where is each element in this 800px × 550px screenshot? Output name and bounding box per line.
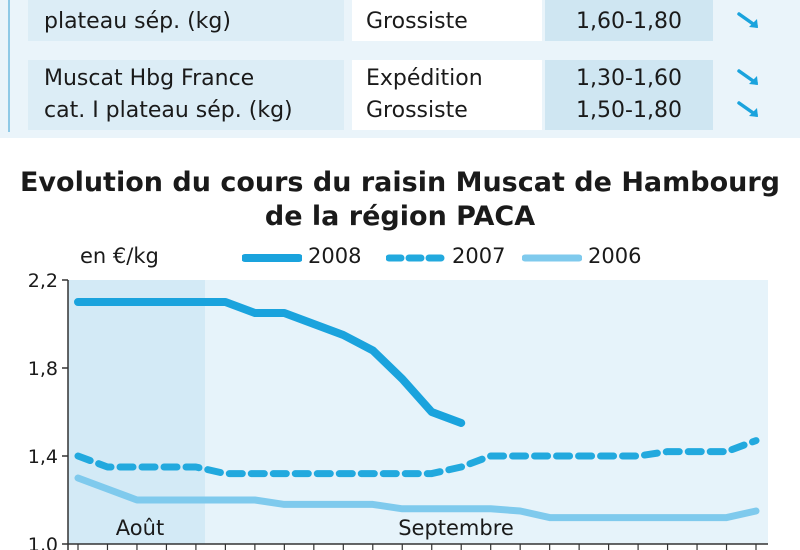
- price-chart: Evolution du cours du raisin Muscat de H…: [0, 152, 800, 550]
- legend-label: 2006: [588, 244, 642, 268]
- stage-cell: Expédition Grossiste: [352, 60, 542, 130]
- price-line: 1,60-1,80: [576, 9, 682, 34]
- price-line: 1,30-1,60: [576, 66, 682, 91]
- legend-swatch-solid-icon: [242, 254, 302, 262]
- product-cell: plateau sép. (kg): [28, 0, 344, 41]
- legend-swatch-dashed-icon: [386, 254, 446, 262]
- x-period-label: Août: [116, 516, 164, 540]
- stage-line: Grossiste: [366, 98, 468, 123]
- product-line: cat. I plateau sép. (kg): [44, 98, 293, 123]
- table-row: plateau sép. (kg) Grossiste 1,60-1,80: [0, 0, 800, 41]
- price-line: 1,50-1,80: [576, 98, 682, 123]
- product-line: Muscat Hbg France: [44, 66, 255, 91]
- trend-down-icon: [718, 95, 800, 127]
- trend-cell: [718, 60, 800, 130]
- table-left-border: [8, 0, 10, 132]
- chart-title-line-1: Evolution du cours du raisin Muscat de H…: [19, 167, 781, 198]
- price-table: plateau sép. (kg) Grossiste 1,60-1,80 Mu…: [0, 0, 800, 138]
- y-axis-unit-label: en €/kg: [80, 244, 159, 268]
- chart-title-line-2: de la région PACA: [264, 201, 536, 232]
- legend-label: 2007: [452, 244, 506, 268]
- trend-cell: [718, 0, 800, 41]
- y-tick-label: 1,0: [28, 534, 58, 550]
- stage-line: Expédition: [366, 66, 483, 91]
- legend-swatch-light-icon: [522, 254, 582, 262]
- series-line-2008: [74, 298, 466, 427]
- y-tick-label: 1,4: [28, 446, 58, 468]
- x-period-label: Septembre: [398, 516, 514, 540]
- stage-line: Grossiste: [366, 9, 468, 34]
- y-tick-label: 2,2: [28, 270, 58, 292]
- series-line-2006: [74, 474, 760, 522]
- trend-down-icon: [718, 6, 800, 38]
- product-line: plateau sép. (kg): [44, 9, 231, 34]
- y-tick-label: 1,8: [28, 358, 58, 380]
- trend-down-icon: [718, 63, 800, 95]
- price-cell: 1,30-1,60 1,50-1,80: [545, 60, 713, 130]
- series-line-2007: [74, 437, 760, 478]
- product-cell: Muscat Hbg France cat. I plateau sép. (k…: [28, 60, 344, 130]
- stage-cell: Grossiste: [352, 0, 542, 41]
- table-row: Muscat Hbg France cat. I plateau sép. (k…: [0, 60, 800, 130]
- price-cell: 1,60-1,80: [545, 0, 713, 41]
- legend-label: 2008: [308, 244, 362, 268]
- chart-plot-svg: 1,0 1,4 1,8 2,2 Août Septembre: [28, 270, 768, 550]
- period-shade-aout: [68, 280, 205, 544]
